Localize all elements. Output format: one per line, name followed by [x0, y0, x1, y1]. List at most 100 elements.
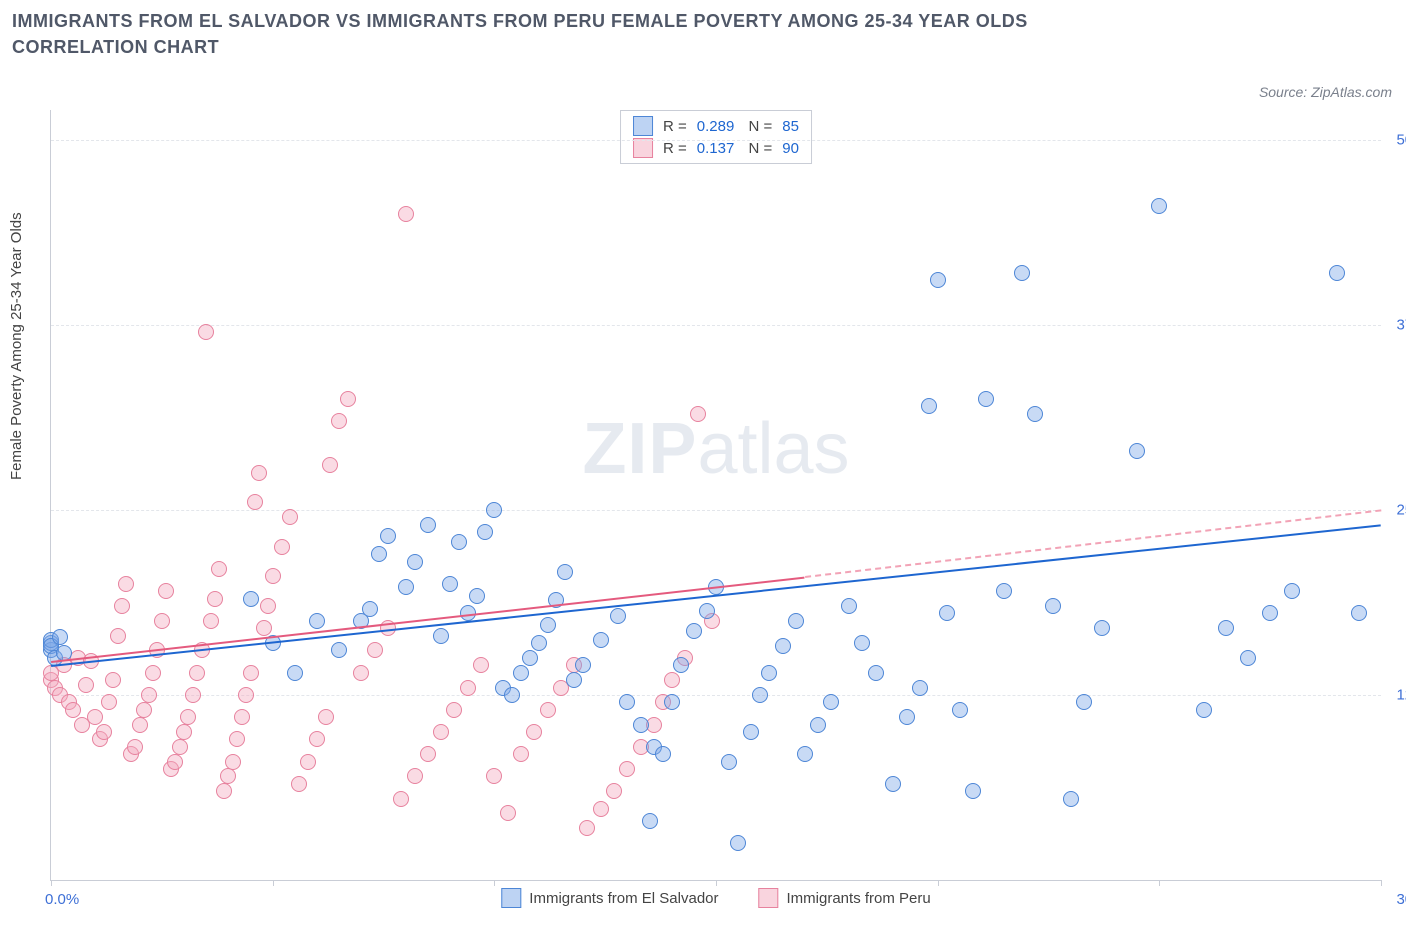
- data-point-blue: [912, 680, 928, 696]
- data-point-blue: [664, 694, 680, 710]
- y-tick-label: 37.5%: [1396, 316, 1406, 333]
- data-point-blue: [1284, 583, 1300, 599]
- data-point-blue: [1094, 620, 1110, 636]
- data-point-pink: [291, 776, 307, 792]
- data-point-blue: [775, 638, 791, 654]
- data-point-blue: [243, 591, 259, 607]
- data-point-pink: [78, 677, 94, 693]
- data-point-blue: [743, 724, 759, 740]
- data-point-blue: [699, 603, 715, 619]
- data-point-pink: [145, 665, 161, 681]
- y-tick-label: 12.5%: [1396, 686, 1406, 703]
- data-point-blue: [451, 534, 467, 550]
- data-point-pink: [331, 413, 347, 429]
- data-point-blue: [761, 665, 777, 681]
- x-tick: [494, 880, 495, 886]
- data-point-blue: [1063, 791, 1079, 807]
- swatch-peru: [633, 138, 653, 158]
- data-point-pink: [110, 628, 126, 644]
- data-point-blue: [885, 776, 901, 792]
- data-point-pink: [367, 642, 383, 658]
- data-point-blue: [841, 598, 857, 614]
- swatch-peru-b: [759, 888, 779, 908]
- data-point-blue: [921, 398, 937, 414]
- gridline: [51, 325, 1381, 326]
- data-point-pink: [619, 761, 635, 777]
- data-point-blue: [1329, 265, 1345, 281]
- data-point-blue: [593, 632, 609, 648]
- data-point-blue: [823, 694, 839, 710]
- trend-line: [805, 510, 1382, 579]
- data-point-pink: [540, 702, 556, 718]
- data-point-blue: [868, 665, 884, 681]
- data-point-pink: [225, 754, 241, 770]
- data-point-pink: [141, 687, 157, 703]
- data-point-pink: [300, 754, 316, 770]
- data-point-pink: [65, 702, 81, 718]
- data-point-blue: [566, 672, 582, 688]
- data-point-pink: [256, 620, 272, 636]
- data-point-pink: [158, 583, 174, 599]
- data-point-blue: [730, 835, 746, 851]
- data-point-blue: [939, 605, 955, 621]
- legend-series: Immigrants from El Salvador Immigrants f…: [501, 888, 930, 908]
- data-point-blue: [407, 554, 423, 570]
- data-point-blue: [854, 635, 870, 651]
- x-min-label: 0.0%: [45, 891, 79, 908]
- data-point-pink: [220, 768, 236, 784]
- data-point-blue: [797, 746, 813, 762]
- data-point-pink: [526, 724, 542, 740]
- data-point-pink: [118, 576, 134, 592]
- data-point-pink: [132, 717, 148, 733]
- data-point-blue: [788, 613, 804, 629]
- data-point-blue: [504, 687, 520, 703]
- data-point-blue: [752, 687, 768, 703]
- data-point-blue: [52, 629, 68, 645]
- data-point-pink: [309, 731, 325, 747]
- data-point-pink: [189, 665, 205, 681]
- y-axis-title: Female Poverty Among 25-34 Year Olds: [8, 212, 25, 480]
- data-point-pink: [136, 702, 152, 718]
- data-point-pink: [486, 768, 502, 784]
- data-point-blue: [633, 717, 649, 733]
- data-point-blue: [978, 391, 994, 407]
- data-point-pink: [393, 791, 409, 807]
- y-tick-label: 25.0%: [1396, 501, 1406, 518]
- data-point-pink: [234, 709, 250, 725]
- data-point-pink: [96, 724, 112, 740]
- data-point-pink: [243, 665, 259, 681]
- data-point-pink: [322, 457, 338, 473]
- data-point-pink: [203, 613, 219, 629]
- x-tick: [273, 880, 274, 886]
- data-point-pink: [433, 724, 449, 740]
- data-point-blue: [1196, 702, 1212, 718]
- data-point-pink: [353, 665, 369, 681]
- data-point-blue: [362, 601, 378, 617]
- data-point-blue: [469, 588, 485, 604]
- data-point-blue: [331, 642, 347, 658]
- data-point-blue: [433, 628, 449, 644]
- data-point-pink: [172, 739, 188, 755]
- data-point-pink: [318, 709, 334, 725]
- data-point-pink: [251, 465, 267, 481]
- data-point-blue: [1151, 198, 1167, 214]
- data-point-pink: [176, 724, 192, 740]
- data-point-blue: [899, 709, 915, 725]
- data-point-blue: [996, 583, 1012, 599]
- data-point-blue: [371, 546, 387, 562]
- data-point-pink: [473, 657, 489, 673]
- data-point-blue: [721, 754, 737, 770]
- gridline: [51, 510, 1381, 511]
- data-point-blue: [477, 524, 493, 540]
- data-point-blue: [442, 576, 458, 592]
- data-point-pink: [593, 801, 609, 817]
- data-point-blue: [686, 623, 702, 639]
- data-point-pink: [238, 687, 254, 703]
- data-point-pink: [690, 406, 706, 422]
- y-tick-label: 50.0%: [1396, 131, 1406, 148]
- data-point-pink: [282, 509, 298, 525]
- data-point-blue: [513, 665, 529, 681]
- data-point-blue: [1045, 598, 1061, 614]
- data-point-pink: [229, 731, 245, 747]
- data-point-pink: [185, 687, 201, 703]
